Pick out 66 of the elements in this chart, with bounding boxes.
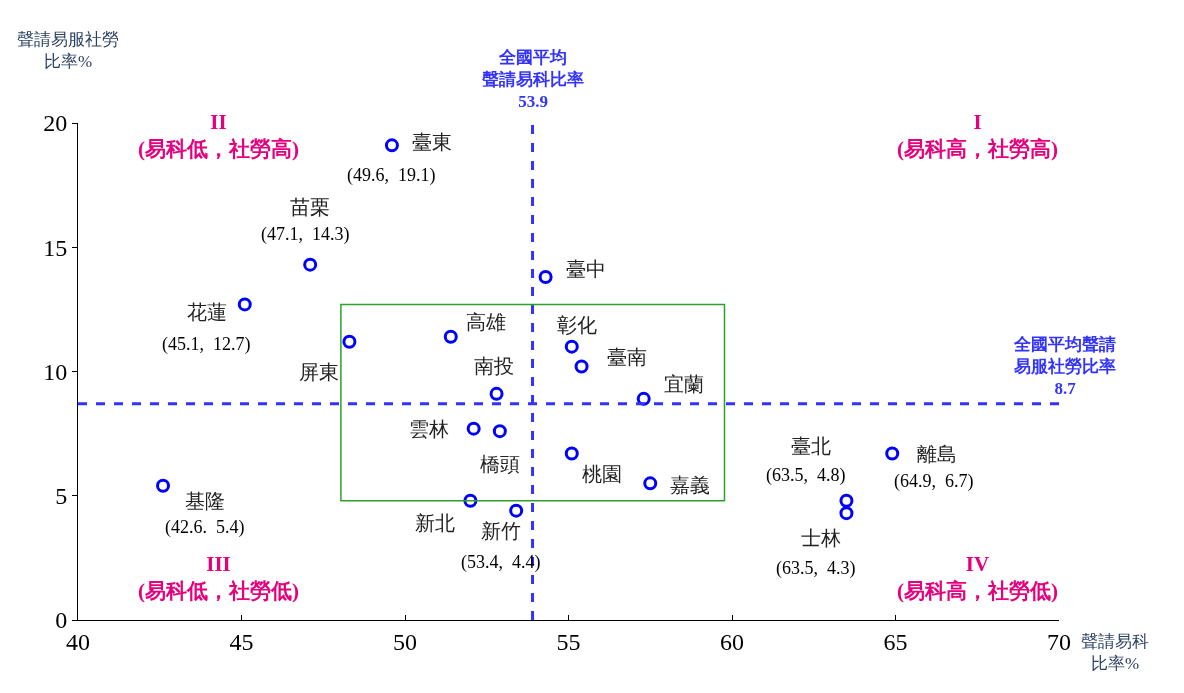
- annotation: 花蓮: [187, 301, 227, 323]
- y-tick-label: 5: [55, 483, 68, 510]
- annotation: 橋頭: [480, 453, 520, 475]
- point: [443, 329, 458, 344]
- data-label: (53.4, 4.4): [461, 552, 541, 573]
- x-tick-label: 45: [229, 628, 254, 655]
- y-axis-title: 聲請易服社勞比率%: [17, 30, 119, 72]
- annotation: 臺北: [791, 435, 831, 457]
- point: [466, 421, 481, 436]
- x-tick-label: 55: [556, 628, 581, 655]
- annotation: 屏東: [299, 361, 339, 383]
- x-tick-label: 40: [66, 628, 90, 655]
- point: [303, 257, 318, 272]
- data-label: (63.5, 4.8): [766, 465, 846, 486]
- annotation: 基隆: [185, 490, 225, 512]
- x-tick-label: 50: [393, 628, 417, 655]
- point: [384, 138, 399, 153]
- annotation: I (易科高，社勞高): [897, 110, 1058, 162]
- point: [538, 270, 553, 285]
- point: [489, 386, 504, 401]
- ref-line-label: 全國平均聲請易科比率 53.9: [481, 48, 584, 112]
- point: [839, 506, 854, 521]
- point: [156, 478, 171, 493]
- data-label: (64.9, 6.7): [894, 471, 974, 492]
- y-tick-label: 20: [43, 110, 68, 137]
- annotation: 新竹: [481, 520, 521, 542]
- annotation: 高雄: [466, 311, 506, 333]
- point: [237, 297, 252, 312]
- point: [509, 503, 524, 518]
- x-axis-title: 聲請易科比率%: [1081, 632, 1149, 674]
- point: [564, 339, 579, 354]
- annotation: 臺南: [607, 346, 647, 368]
- annotation: 苗栗: [290, 196, 330, 218]
- data-label: (45.1, 12.7): [162, 334, 251, 355]
- y-tick-label: 10: [43, 358, 68, 385]
- point: [564, 446, 579, 461]
- point: [885, 446, 900, 461]
- annotation: IV (易科高，社勞低): [897, 552, 1058, 604]
- annotation: 嘉義: [670, 474, 710, 496]
- x-tick-label: 60: [720, 628, 744, 655]
- annotation: 彰化: [557, 314, 597, 336]
- ref-line-label: 全國平均聲請易服社勞比率 8.7: [1013, 335, 1116, 399]
- annotation: 桃園: [582, 463, 622, 485]
- y-tick-label: 15: [43, 234, 68, 261]
- annotation: 離島: [917, 443, 957, 465]
- point: [839, 493, 854, 508]
- annotation: II (易科低，社勞高): [138, 110, 299, 162]
- annotation: 南投: [474, 355, 514, 377]
- point: [643, 476, 658, 491]
- annotation: III (易科低，社勞低): [138, 552, 299, 604]
- annotation: 士林: [801, 527, 841, 549]
- data-label: (42.6. 5.4): [165, 517, 245, 538]
- data-label: (63.5, 4.3): [776, 558, 856, 579]
- x-tick-label: 65: [883, 628, 908, 655]
- annotation: 宜蘭: [664, 373, 704, 395]
- annotation: 臺東: [412, 131, 452, 153]
- point: [574, 359, 589, 374]
- annotation: 臺中: [566, 258, 606, 280]
- point: [492, 424, 507, 439]
- data-label: (47.1, 14.3): [261, 224, 350, 245]
- annotation: 新北: [415, 512, 455, 534]
- annotation: 雲林: [409, 418, 449, 440]
- data-label: (49.6, 19.1): [347, 165, 436, 186]
- y-tick-label: 0: [55, 607, 68, 634]
- point: [342, 334, 357, 349]
- x-tick-label: 70: [1047, 628, 1071, 655]
